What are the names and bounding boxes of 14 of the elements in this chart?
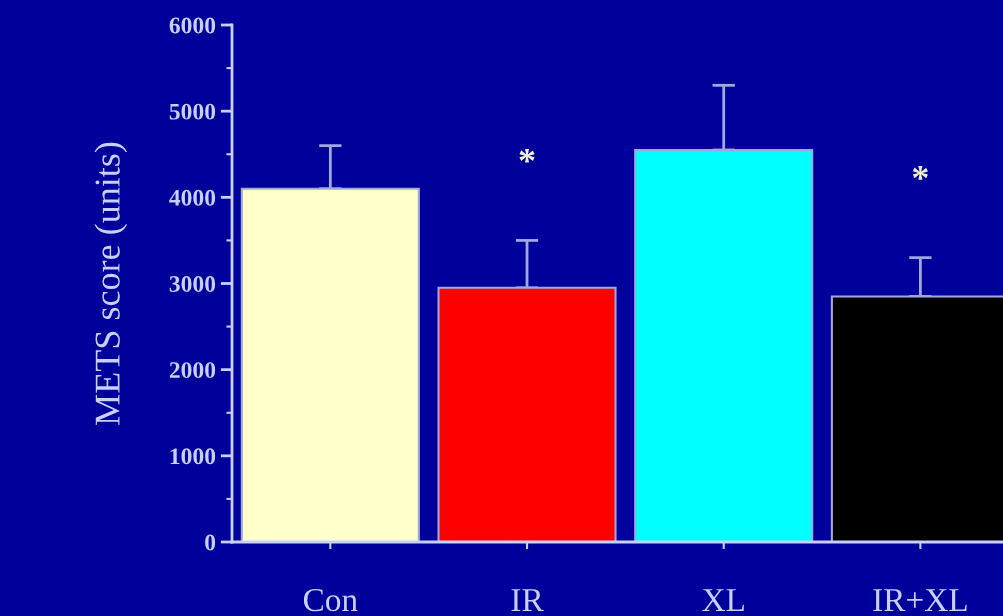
y-tick-label: 0 bbox=[205, 534, 216, 551]
y-tick-label: 3000 bbox=[169, 275, 216, 292]
y-tick-label: 6000 bbox=[169, 17, 216, 34]
x-tick-label: XL bbox=[702, 589, 744, 611]
y-axis-title: METS score (units) bbox=[94, 142, 128, 425]
x-tick-label: IR+XL bbox=[873, 589, 967, 611]
annotation: * bbox=[519, 148, 535, 163]
y-tick-label: 5000 bbox=[169, 103, 216, 120]
y-tick-label: 4000 bbox=[169, 189, 216, 206]
x-tick-label: IR bbox=[511, 589, 544, 611]
y-tick-label: 1000 bbox=[170, 448, 216, 465]
y-tick-label: 2000 bbox=[169, 362, 216, 379]
annotation: * bbox=[912, 166, 928, 180]
x-tick-label: Con bbox=[303, 588, 358, 612]
